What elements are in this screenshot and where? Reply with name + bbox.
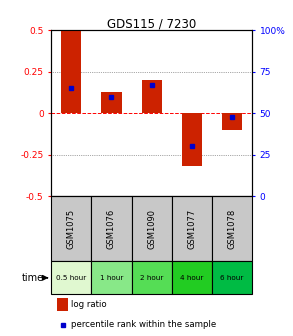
Text: GSM1076: GSM1076	[107, 209, 116, 249]
Bar	[182, 113, 202, 166]
Text: 0.5 hour: 0.5 hour	[56, 275, 86, 281]
Bar	[142, 80, 162, 113]
Text: percentile rank within the sample: percentile rank within the sample	[71, 321, 217, 329]
Bar	[132, 196, 172, 261]
Bar	[91, 196, 132, 261]
Title: GDS115 / 7230: GDS115 / 7230	[107, 17, 196, 30]
Text: log ratio: log ratio	[71, 300, 107, 309]
Bar	[51, 196, 91, 261]
Text: GSM1078: GSM1078	[227, 209, 236, 249]
Bar	[212, 196, 252, 261]
Text: time: time	[22, 273, 44, 283]
Text: 4 hour: 4 hour	[180, 275, 203, 281]
Text: GSM1077: GSM1077	[187, 209, 196, 249]
Text: 6 hour: 6 hour	[220, 275, 243, 281]
Text: 2 hour: 2 hour	[140, 275, 163, 281]
Bar	[172, 261, 212, 294]
Bar	[101, 92, 122, 113]
Bar	[61, 30, 81, 113]
Text: GSM1090: GSM1090	[147, 209, 156, 249]
Text: 1 hour: 1 hour	[100, 275, 123, 281]
Bar	[51, 261, 91, 294]
Text: GSM1075: GSM1075	[67, 209, 76, 249]
Bar	[212, 261, 252, 294]
Bar	[132, 261, 172, 294]
Bar	[91, 261, 132, 294]
Bar	[222, 113, 242, 130]
Bar	[57, 298, 68, 311]
Bar	[172, 196, 212, 261]
